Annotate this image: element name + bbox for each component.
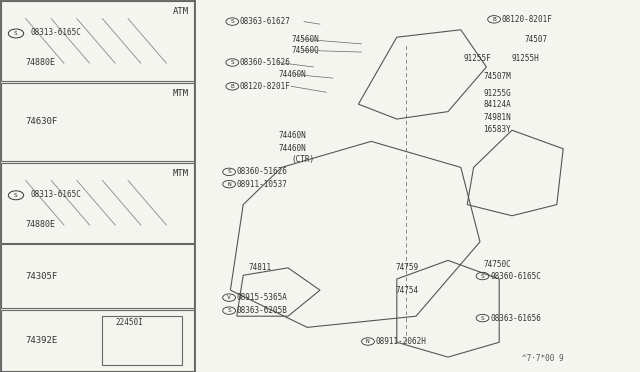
Text: 74305F: 74305F bbox=[26, 272, 58, 281]
Text: MTM: MTM bbox=[173, 89, 189, 98]
Text: MTM: MTM bbox=[173, 169, 189, 178]
Text: 08120-8201F: 08120-8201F bbox=[502, 15, 552, 24]
Text: B: B bbox=[230, 84, 234, 89]
Text: ATM: ATM bbox=[173, 7, 189, 16]
Text: 74460N: 74460N bbox=[278, 70, 306, 79]
Text: 08360-6165C: 08360-6165C bbox=[490, 272, 541, 280]
Text: 91255H: 91255H bbox=[512, 54, 540, 63]
Text: 08911-10537: 08911-10537 bbox=[237, 180, 287, 189]
Text: 08313-6165C: 08313-6165C bbox=[31, 28, 81, 37]
Text: 74392E: 74392E bbox=[26, 336, 58, 345]
Bar bbox=[1, 244, 194, 308]
Text: 74880E: 74880E bbox=[26, 58, 56, 67]
Text: 74759: 74759 bbox=[396, 263, 419, 272]
Text: 08360-51626: 08360-51626 bbox=[237, 167, 287, 176]
Text: 74630F: 74630F bbox=[26, 117, 58, 126]
Bar bbox=[1, 310, 194, 371]
Text: 16583Y: 16583Y bbox=[483, 125, 511, 134]
Text: S: S bbox=[14, 193, 18, 198]
Text: S: S bbox=[227, 169, 231, 174]
Text: 74560N: 74560N bbox=[291, 35, 319, 44]
Text: (CTR): (CTR) bbox=[291, 155, 314, 164]
Bar bbox=[1, 163, 194, 243]
Text: S: S bbox=[14, 31, 18, 36]
Text: S: S bbox=[481, 273, 484, 279]
Text: 08360-51626: 08360-51626 bbox=[240, 58, 291, 67]
Text: 08120-8201F: 08120-8201F bbox=[240, 82, 291, 91]
Text: N: N bbox=[366, 339, 370, 344]
Text: 74460N: 74460N bbox=[278, 144, 306, 153]
Text: 22450I: 22450I bbox=[115, 318, 143, 327]
Text: 74981N: 74981N bbox=[483, 113, 511, 122]
Bar bbox=[1, 1, 194, 81]
Bar bbox=[102, 316, 182, 365]
Text: 08363-61656: 08363-61656 bbox=[490, 314, 541, 323]
Text: 74754: 74754 bbox=[396, 286, 419, 295]
Text: ^7·7*00 9: ^7·7*00 9 bbox=[522, 354, 563, 363]
Text: 74507: 74507 bbox=[525, 35, 548, 44]
Text: S: S bbox=[230, 60, 234, 65]
FancyBboxPatch shape bbox=[0, 0, 195, 372]
Text: 74750C: 74750C bbox=[483, 260, 511, 269]
Text: S: S bbox=[481, 315, 484, 321]
Text: B: B bbox=[492, 17, 496, 22]
Text: 74460N: 74460N bbox=[278, 131, 306, 140]
Text: S: S bbox=[230, 19, 234, 24]
Text: 91255F: 91255F bbox=[464, 54, 492, 63]
Text: 74880E: 74880E bbox=[26, 220, 56, 229]
Text: S: S bbox=[227, 308, 231, 313]
Text: 08313-6165C: 08313-6165C bbox=[31, 190, 81, 199]
Text: 74811: 74811 bbox=[248, 263, 271, 272]
Text: 08911-2062H: 08911-2062H bbox=[376, 337, 426, 346]
Bar bbox=[1, 83, 194, 161]
Text: V: V bbox=[227, 295, 231, 300]
Text: 08363-61627: 08363-61627 bbox=[240, 17, 291, 26]
Text: 91255G: 91255G bbox=[483, 89, 511, 97]
Text: 84124A: 84124A bbox=[483, 100, 511, 109]
Text: 08363-6205B: 08363-6205B bbox=[237, 306, 287, 315]
Text: 74507M: 74507M bbox=[483, 72, 511, 81]
Text: N: N bbox=[227, 182, 231, 187]
Text: 08915-5365A: 08915-5365A bbox=[237, 293, 287, 302]
Text: 74560Q: 74560Q bbox=[291, 46, 319, 55]
